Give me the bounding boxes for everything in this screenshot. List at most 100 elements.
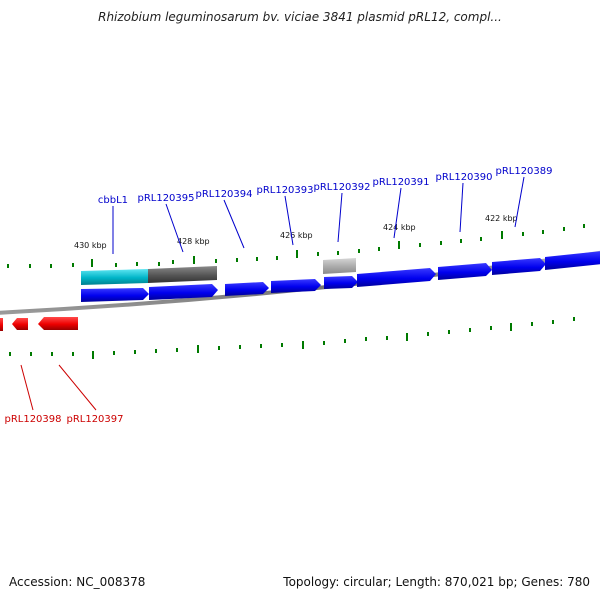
forward-gene-labels: cbbL1 pRL120395 pRL120394 pRL120393 pRL1… <box>98 166 553 206</box>
reverse-gene-arrow[interactable] <box>12 318 28 330</box>
scale-label: 430 kbp <box>74 241 107 250</box>
reverse-label-leaders <box>20 364 97 411</box>
gene-label-prl120397[interactable]: pRL120397 <box>66 414 123 425</box>
tick-mark <box>7 264 9 268</box>
tick-mark-major <box>501 231 503 239</box>
scale-label: 428 kbp <box>177 237 210 246</box>
page-title: Rhizobium leguminosarum bv. viciae 3841 … <box>98 10 502 24</box>
gene-label-prl120395[interactable]: pRL120395 <box>137 193 194 204</box>
reverse-gene-track <box>0 317 78 331</box>
feature-track <box>81 258 356 285</box>
gene-label-prl120391[interactable]: pRL120391 <box>372 177 429 188</box>
gene-label-prl120392[interactable]: pRL120392 <box>313 182 370 193</box>
tick-mark <box>176 348 178 352</box>
reverse-gene-labels: pRL120398 pRL120397 <box>4 414 123 425</box>
tick-mark <box>317 252 319 256</box>
forward-label-leaders <box>112 176 525 254</box>
leader-line <box>58 364 97 411</box>
leader-line <box>393 187 402 239</box>
leader-line <box>514 176 525 228</box>
leader-line <box>223 199 245 249</box>
forward-gene-arrow[interactable] <box>492 258 546 275</box>
tick-mark <box>337 251 339 255</box>
tick-mark <box>236 258 238 262</box>
gene-label-prl120398[interactable]: pRL120398 <box>4 414 61 425</box>
tick-mark <box>281 343 283 347</box>
tick-mark <box>563 227 565 231</box>
forward-gene-arrow[interactable] <box>324 276 358 289</box>
tick-mark <box>115 263 117 267</box>
tick-mark <box>542 230 544 234</box>
tick-mark-major <box>510 323 512 331</box>
forward-gene-arrow[interactable] <box>545 251 600 270</box>
gene-label-prl120394[interactable]: pRL120394 <box>195 189 252 200</box>
dark-grey-feature[interactable] <box>148 266 217 283</box>
tick-mark <box>29 264 31 268</box>
tick-mark <box>134 350 136 354</box>
tick-mark <box>323 341 325 345</box>
tick-mark <box>573 317 575 321</box>
gene-label-prl120390[interactable]: pRL120390 <box>435 172 492 183</box>
tick-mark <box>552 320 554 324</box>
tick-mark <box>260 344 262 348</box>
tick-mark-major <box>91 259 93 267</box>
scale-label: 426 kbp <box>280 231 313 240</box>
tick-mark <box>51 352 53 356</box>
forward-gene-arrow[interactable] <box>271 279 321 293</box>
tick-mark <box>440 241 442 245</box>
lower-tick-row <box>9 317 575 359</box>
tick-mark-major <box>296 250 298 258</box>
tick-mark <box>386 336 388 340</box>
light-grey-feature[interactable] <box>323 258 356 274</box>
accession-label: Accession: NC_008378 <box>9 575 146 589</box>
leader-line <box>165 203 184 253</box>
gene-label-prl120393[interactable]: pRL120393 <box>256 185 313 196</box>
tick-mark-major <box>92 351 94 359</box>
forward-gene-arrow[interactable] <box>149 284 218 300</box>
tick-mark <box>50 264 52 268</box>
scale-label: 424 kbp <box>383 223 416 232</box>
tick-mark <box>239 345 241 349</box>
leader-line <box>459 182 464 233</box>
tick-mark <box>469 328 471 332</box>
tick-mark <box>460 239 462 243</box>
leader-line <box>337 192 343 243</box>
leader-line <box>284 195 294 246</box>
forward-gene-arrow[interactable] <box>225 282 269 296</box>
reverse-gene-arrow[interactable] <box>38 317 78 330</box>
gene-label-prl120389[interactable]: pRL120389 <box>495 166 552 177</box>
tick-mark <box>136 262 138 266</box>
upper-tick-row <box>7 224 585 268</box>
scale-labels: 430 kbp 428 kbp 426 kbp 424 kbp 422 kbp <box>74 214 518 250</box>
tick-mark <box>172 260 174 264</box>
tick-mark <box>522 232 524 236</box>
tick-mark <box>256 257 258 261</box>
tick-mark-major <box>302 341 304 349</box>
tick-mark <box>218 346 220 350</box>
tick-mark <box>490 326 492 330</box>
cyan-feature[interactable] <box>81 269 148 285</box>
tick-mark <box>344 339 346 343</box>
forward-gene-arrow[interactable] <box>81 288 149 302</box>
gene-label-cbbl1[interactable]: cbbL1 <box>98 195 128 206</box>
tick-mark <box>365 337 367 341</box>
tick-mark <box>480 237 482 241</box>
tick-mark <box>531 322 533 326</box>
reverse-gene-arrow[interactable] <box>0 318 3 331</box>
forward-gene-arrow[interactable] <box>438 263 492 280</box>
tick-mark-major <box>398 241 400 249</box>
tick-mark <box>448 330 450 334</box>
scale-label: 422 kbp <box>485 214 518 223</box>
tick-mark-major <box>197 345 199 353</box>
tick-mark <box>72 263 74 267</box>
tick-mark-major <box>193 256 195 264</box>
tick-mark <box>583 224 585 228</box>
tick-mark <box>155 349 157 353</box>
leader-line <box>20 364 34 411</box>
forward-gene-arrow[interactable] <box>357 268 436 287</box>
topology-summary: Topology: circular; Length: 870,021 bp; … <box>283 575 590 589</box>
tick-mark <box>215 259 217 263</box>
tick-mark <box>113 351 115 355</box>
tick-mark <box>72 352 74 356</box>
